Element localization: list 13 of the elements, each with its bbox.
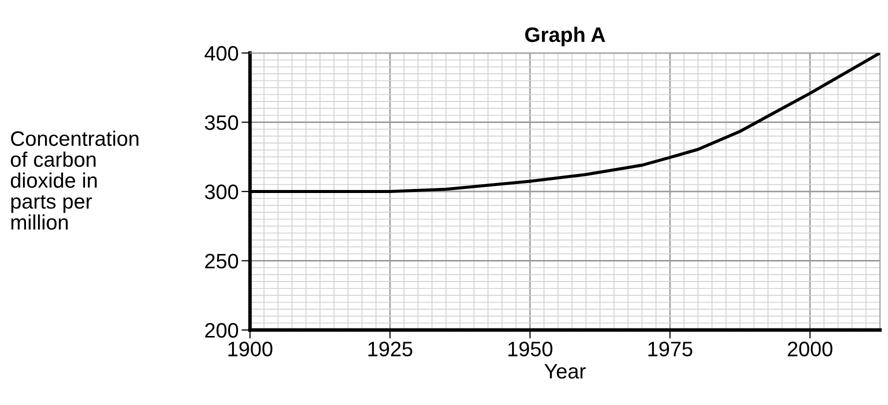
x-tick-label: 1925 bbox=[368, 342, 412, 356]
y-tick-label: 200 bbox=[205, 323, 238, 338]
x-tick-label: 2000 bbox=[788, 342, 832, 356]
y-axis-title: Concentration of carbon dioxide in parts per million bbox=[10, 130, 138, 230]
chart-title: Graph A bbox=[525, 26, 606, 46]
y-tick-label: 350 bbox=[204, 115, 238, 130]
x-tick-label: 1975 bbox=[648, 342, 692, 356]
y-tick-label: 400 bbox=[204, 46, 238, 61]
x-tick-label: 1950 bbox=[508, 342, 552, 356]
x-axis-title: Year bbox=[544, 364, 586, 379]
y-tick-label: 300 bbox=[204, 184, 238, 200]
x-tick-label: 1900 bbox=[228, 342, 272, 356]
y-tick-label: 250 bbox=[205, 254, 238, 269]
